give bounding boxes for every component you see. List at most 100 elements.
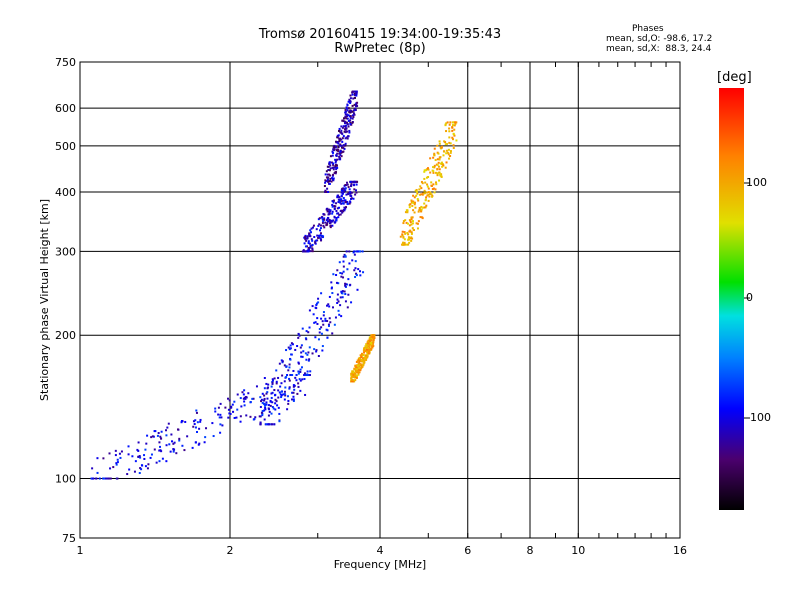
- echo-point: [239, 397, 242, 400]
- echo-point: [327, 217, 330, 220]
- echo-point: [335, 141, 338, 144]
- echo-point: [336, 207, 339, 210]
- echo-point: [349, 100, 352, 103]
- echo-point: [449, 121, 452, 124]
- echo-point: [301, 378, 304, 381]
- echo-point: [327, 303, 330, 306]
- echo-point: [347, 293, 350, 296]
- echo-point: [165, 434, 168, 437]
- echo-point: [351, 110, 354, 113]
- echo-point: [418, 209, 421, 212]
- echo-point: [338, 155, 341, 158]
- echo-point: [302, 250, 305, 253]
- echo-point: [399, 235, 402, 238]
- echo-point: [416, 222, 419, 225]
- echo-point: [355, 274, 358, 277]
- echo-point: [192, 420, 195, 423]
- echo-point: [433, 164, 436, 167]
- echo-point: [137, 455, 140, 458]
- echo-point: [354, 379, 357, 382]
- echo-point: [419, 216, 422, 219]
- echo-point: [321, 349, 324, 352]
- echo-point: [340, 209, 343, 212]
- echo-point: [411, 216, 414, 219]
- echo-point: [292, 391, 295, 394]
- echo-point: [330, 286, 333, 289]
- echo-point: [299, 370, 302, 373]
- echo-point: [341, 140, 344, 143]
- echo-point: [429, 191, 432, 194]
- echo-point: [322, 224, 325, 227]
- echo-point: [288, 386, 291, 389]
- echo-point: [349, 101, 352, 104]
- echo-point: [262, 402, 265, 405]
- echo-point: [405, 243, 408, 246]
- y-tick-label: 200: [55, 329, 76, 342]
- echo-point: [232, 410, 235, 413]
- echo-point: [453, 128, 456, 131]
- echo-point: [198, 442, 201, 445]
- echo-point: [341, 190, 344, 193]
- echo-point: [325, 208, 328, 211]
- echo-point: [96, 471, 99, 474]
- echo-point: [263, 397, 266, 400]
- echo-point: [357, 363, 360, 366]
- echo-point: [331, 212, 334, 215]
- echo-point: [425, 176, 428, 179]
- echo-point: [332, 166, 335, 169]
- echo-point: [360, 356, 363, 359]
- echo-point: [426, 185, 429, 188]
- echo-point: [340, 198, 343, 201]
- echo-point: [316, 322, 319, 325]
- echo-point: [346, 123, 349, 126]
- echo-point: [350, 374, 353, 377]
- echo-point: [296, 345, 299, 348]
- echo-point: [302, 350, 305, 353]
- echo-point: [410, 239, 413, 242]
- echo-point: [336, 301, 339, 304]
- echo-point: [347, 125, 350, 128]
- echo-point: [344, 113, 347, 116]
- echo-point: [428, 195, 431, 198]
- echo-point: [277, 389, 280, 392]
- echo-point: [354, 181, 357, 184]
- echo-point: [371, 346, 374, 349]
- echo-point: [299, 346, 302, 349]
- echo-point: [288, 348, 291, 351]
- echo-point: [367, 342, 370, 345]
- echo-point: [367, 352, 370, 355]
- echo-point: [118, 452, 121, 455]
- echo-point: [289, 374, 292, 377]
- echo-point: [403, 231, 406, 234]
- echo-point: [413, 229, 416, 232]
- echo-point: [299, 368, 302, 371]
- echo-point: [425, 196, 428, 199]
- echo-point: [332, 173, 335, 176]
- echo-point: [408, 219, 411, 222]
- echo-point: [409, 229, 412, 232]
- echo-point: [439, 146, 442, 149]
- echo-point: [336, 134, 339, 137]
- echo-point: [160, 437, 163, 440]
- echo-point: [311, 248, 314, 251]
- echo-point: [301, 327, 304, 330]
- echo-point: [265, 423, 268, 426]
- echo-point: [153, 430, 156, 433]
- echo-point: [448, 130, 451, 133]
- echo-point: [331, 332, 334, 335]
- echo-point: [326, 220, 329, 223]
- echo-point: [342, 187, 345, 190]
- echo-point: [346, 104, 349, 107]
- echo-point: [361, 250, 364, 253]
- echo-point: [308, 242, 311, 245]
- echo-point: [275, 382, 278, 385]
- x-tick-label: 2: [227, 544, 234, 557]
- echo-point: [344, 285, 347, 288]
- echo-point: [345, 130, 348, 133]
- echo-point: [420, 210, 423, 213]
- echo-point: [217, 406, 220, 409]
- echo-point: [287, 346, 290, 349]
- echo-point: [437, 161, 440, 164]
- echo-point: [329, 321, 332, 324]
- echo-point: [340, 132, 343, 135]
